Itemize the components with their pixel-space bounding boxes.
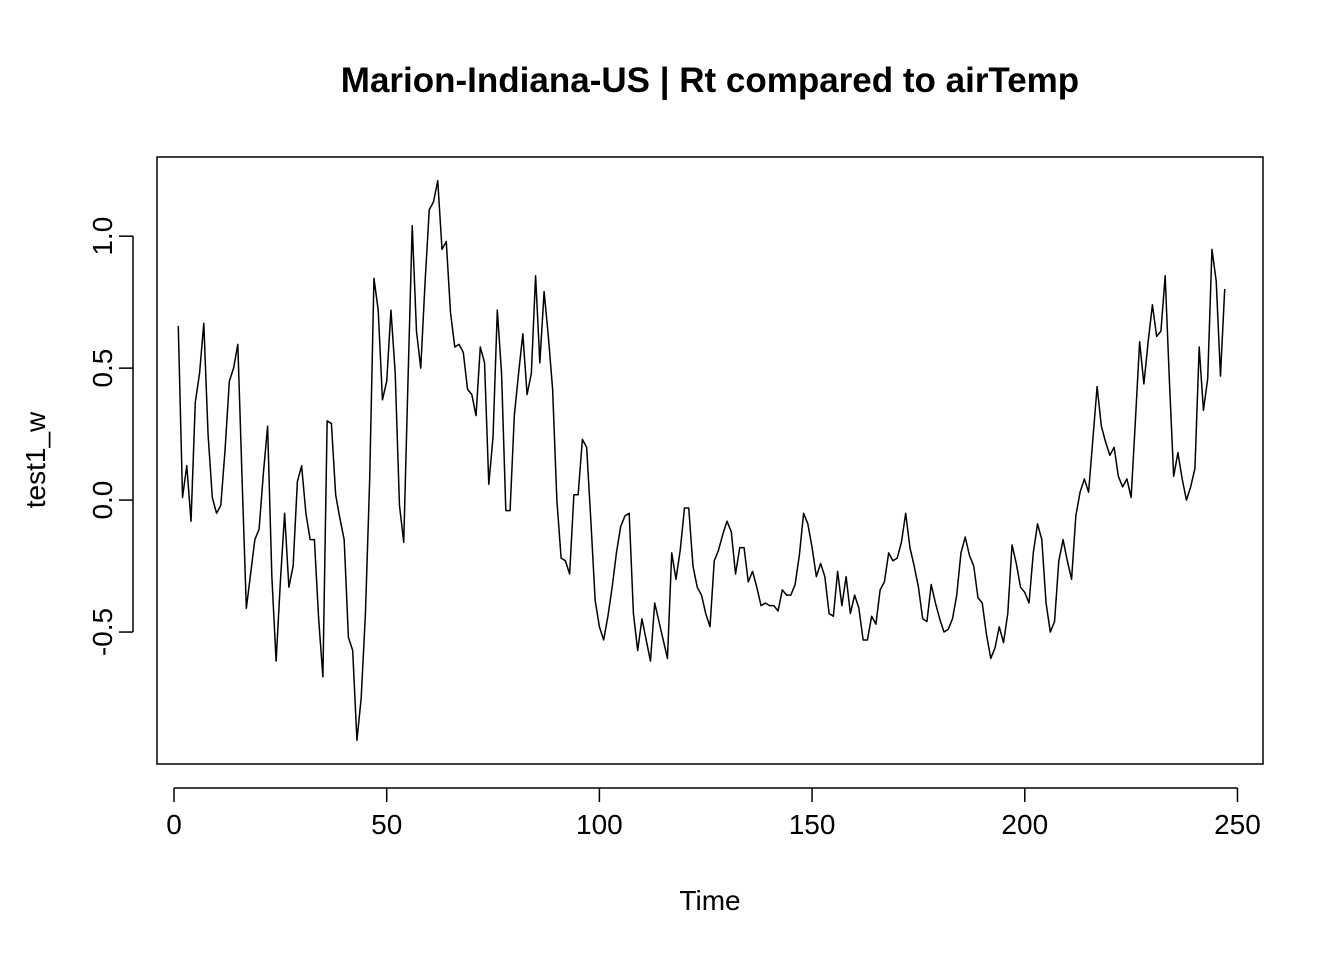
plot-frame [156, 156, 1264, 765]
y-tick-label: 1.0 [87, 217, 118, 256]
chart-title: Marion-Indiana-US | Rt compared to airTe… [341, 61, 1079, 100]
series-layer [177, 180, 1226, 741]
y-axis-label: test1_w [20, 411, 51, 508]
series-line-0 [177, 180, 1226, 741]
x-axis-label: Time [679, 885, 740, 916]
x-tick-label: 250 [1214, 809, 1261, 840]
x-tick-label: 100 [576, 809, 623, 840]
x-tick-label: 50 [371, 809, 402, 840]
x-tick-label: 150 [789, 809, 836, 840]
x-tick-label: 0 [166, 809, 182, 840]
y-tick-label: 0.5 [87, 349, 118, 388]
x-axis: 0 50 100 150 200 250 [166, 787, 1261, 840]
y-axis: -0.5 0.0 0.5 1.0 [87, 217, 134, 656]
y-tick-label: -0.5 [87, 608, 118, 656]
y-tick-label: 0.0 [87, 481, 118, 520]
x-tick-label: 200 [1001, 809, 1048, 840]
